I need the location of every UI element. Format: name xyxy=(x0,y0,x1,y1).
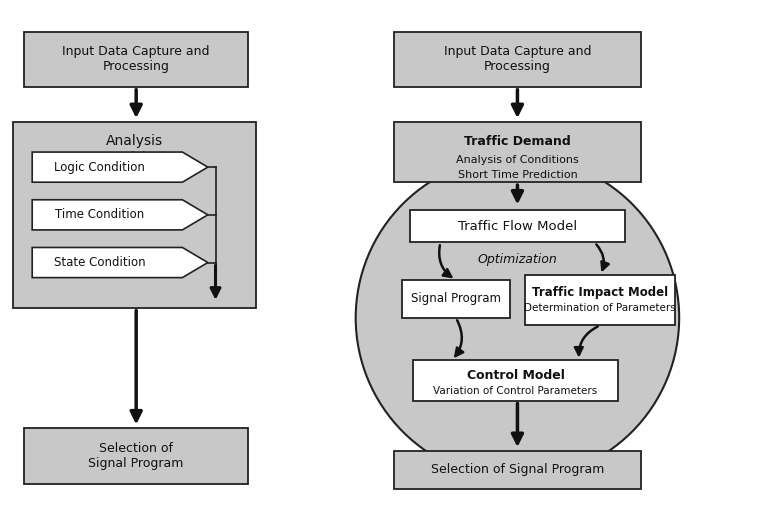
FancyBboxPatch shape xyxy=(525,275,676,325)
Text: Determination of Parameters: Determination of Parameters xyxy=(524,302,676,313)
Ellipse shape xyxy=(356,157,679,479)
FancyBboxPatch shape xyxy=(402,280,509,318)
Text: Traffic Flow Model: Traffic Flow Model xyxy=(458,220,577,233)
Polygon shape xyxy=(32,247,208,278)
Text: Traffic Impact Model: Traffic Impact Model xyxy=(532,286,669,299)
Text: State Condition: State Condition xyxy=(54,256,145,269)
Text: Time Condition: Time Condition xyxy=(55,209,145,221)
Text: Selection of Signal Program: Selection of Signal Program xyxy=(431,463,604,476)
Text: Optimization: Optimization xyxy=(478,252,557,266)
Polygon shape xyxy=(32,152,208,182)
Text: Analysis of Conditions: Analysis of Conditions xyxy=(456,155,579,165)
FancyBboxPatch shape xyxy=(394,451,641,488)
Text: Analysis
Decision: Analysis Decision xyxy=(105,134,164,165)
FancyBboxPatch shape xyxy=(13,122,256,308)
FancyBboxPatch shape xyxy=(414,361,618,400)
FancyBboxPatch shape xyxy=(410,210,625,242)
FancyBboxPatch shape xyxy=(394,31,641,87)
Text: Variation of Control Parameters: Variation of Control Parameters xyxy=(434,386,598,395)
Text: Control Model: Control Model xyxy=(467,369,564,382)
FancyBboxPatch shape xyxy=(394,122,641,182)
Text: Logic Condition: Logic Condition xyxy=(54,161,145,174)
Text: Traffic Demand: Traffic Demand xyxy=(464,134,570,147)
Text: Short Time Prediction: Short Time Prediction xyxy=(458,170,577,180)
Text: Signal Program: Signal Program xyxy=(410,292,501,306)
Text: Selection of
Signal Program: Selection of Signal Program xyxy=(88,442,184,470)
Text: Input Data Capture and
Processing: Input Data Capture and Processing xyxy=(444,45,591,73)
FancyBboxPatch shape xyxy=(25,31,248,87)
Text: Input Data Capture and
Processing: Input Data Capture and Processing xyxy=(63,45,210,73)
Polygon shape xyxy=(32,200,208,230)
FancyBboxPatch shape xyxy=(25,428,248,483)
